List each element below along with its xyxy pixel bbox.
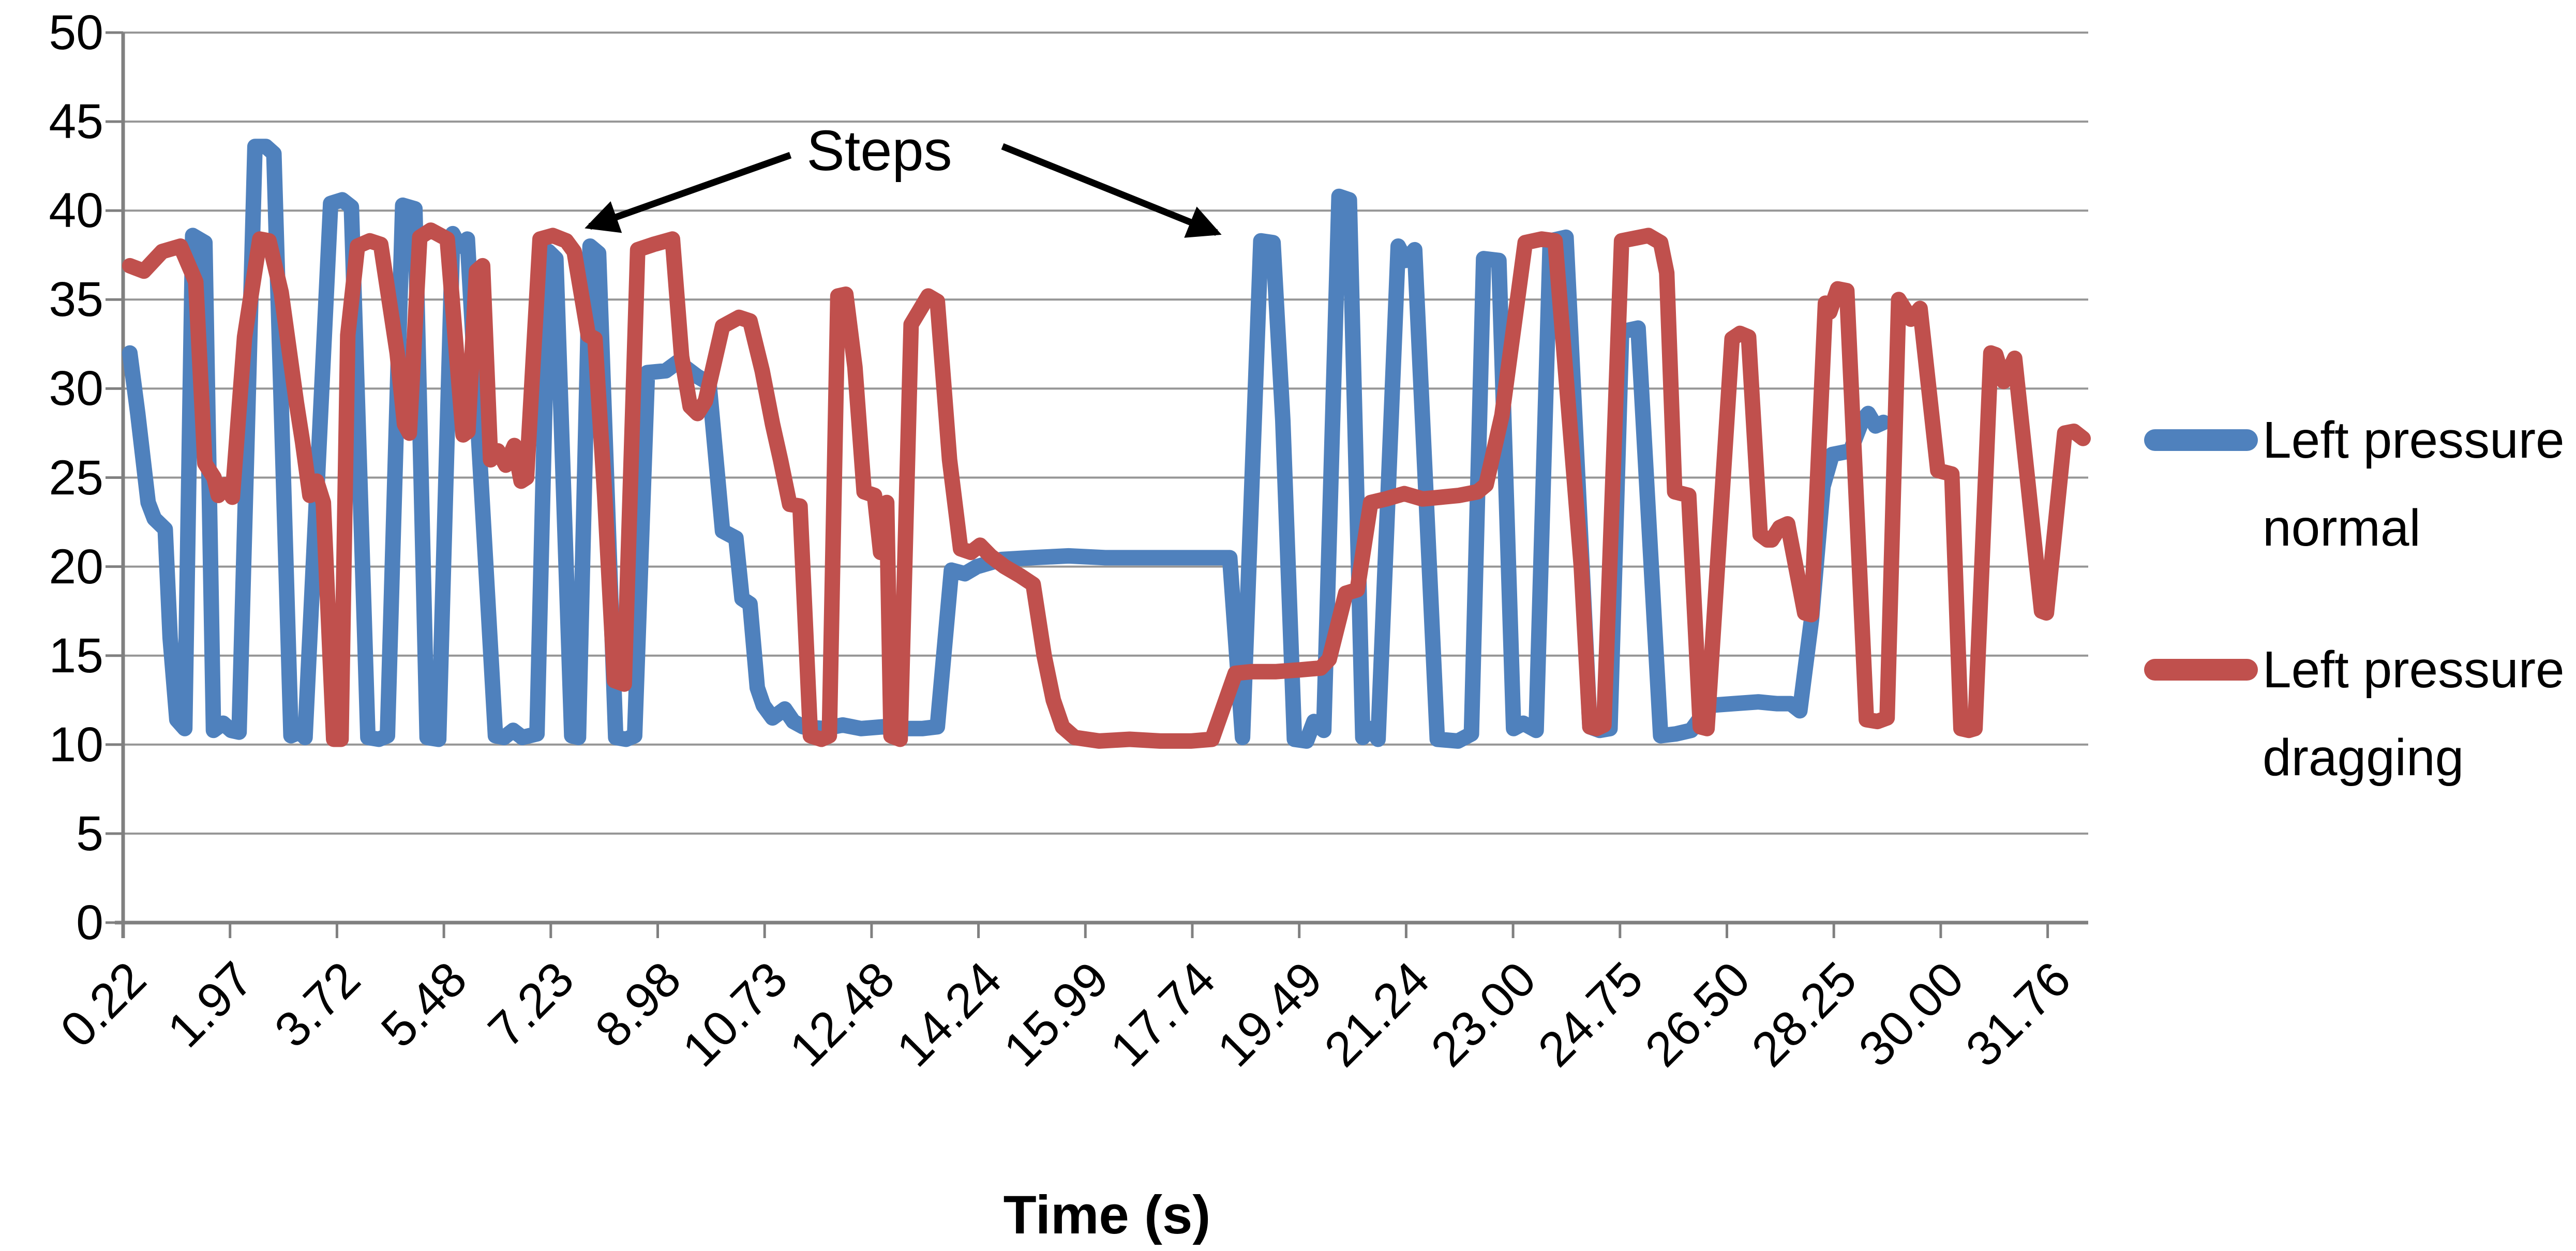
y-tick-label: 20	[49, 539, 103, 594]
y-tick-label: 40	[49, 183, 103, 238]
annotation-steps: Steps	[806, 119, 952, 183]
legend-swatch-normal	[2144, 429, 2258, 451]
legend-swatch-dragging	[2144, 659, 2258, 681]
annotation-arrow	[585, 152, 792, 233]
series-line-dragging	[122, 222, 2091, 749]
y-tick-label: 15	[49, 628, 103, 683]
legend-label-normal[interactable]: Left pressure normal	[2263, 411, 2565, 557]
y-tick-label: 10	[49, 717, 103, 772]
y-tick-label: 35	[49, 272, 103, 327]
annotation-arrow	[1001, 143, 1222, 238]
y-tick-label: 45	[49, 94, 103, 149]
x-axis-title: Time (s)	[1003, 1185, 1211, 1245]
y-tick-label: 25	[49, 450, 103, 505]
y-tick-label: 5	[76, 806, 103, 861]
y-tick-label: 30	[49, 361, 103, 416]
y-tick-label: 50	[49, 5, 103, 60]
y-tick-label: 0	[76, 895, 103, 950]
legend-label-dragging[interactable]: Left pressure dragging	[2263, 641, 2565, 787]
